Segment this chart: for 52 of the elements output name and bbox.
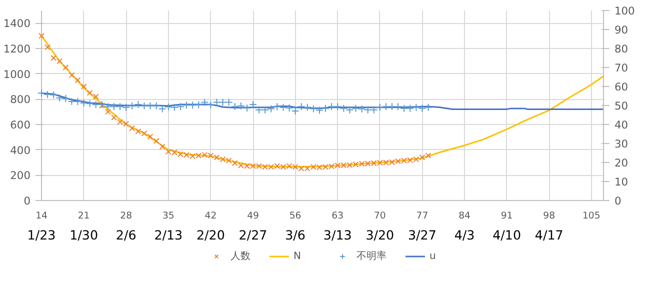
x-tick-label: 42 — [204, 210, 217, 222]
x-tick-label: 63 — [332, 210, 344, 222]
y2-tick-label: 80 — [614, 42, 628, 56]
y-tick-label: 1200 — [3, 42, 31, 56]
x-tick-label: 35 — [162, 210, 174, 222]
y-tick-label: 200 — [10, 169, 31, 182]
x-tick-label: 105 — [582, 210, 600, 222]
x-tick-label: 70 — [374, 210, 386, 222]
legend-label: 人数 — [230, 250, 250, 263]
y-tick-label: 0 — [24, 194, 31, 208]
text: 2/20 — [196, 228, 225, 242]
text: 1/30 — [70, 228, 98, 242]
text: 2/6 — [116, 228, 136, 242]
y2-tick-label: 50 — [614, 100, 628, 112]
x-tick-label: 84 — [458, 210, 471, 222]
x-tick-label: 98 — [543, 210, 556, 222]
y2-tick-label: 30 — [614, 138, 628, 150]
legend-label: N — [294, 250, 302, 262]
legend-label: 不明率 — [356, 250, 386, 263]
y2-tick-label: 40 — [614, 118, 628, 132]
x-tick-label: 49 — [247, 210, 260, 222]
text: 3/27 — [408, 228, 436, 242]
text: 4/10 — [492, 228, 522, 242]
y-tick-label: 400 — [10, 144, 31, 157]
y-tick-label: 600 — [10, 118, 31, 132]
legend-label: u — [430, 250, 437, 262]
y-tick-label: 1400 — [3, 17, 31, 30]
x-tick-label: 14 — [36, 210, 48, 222]
x-tick-label: 91 — [500, 210, 513, 222]
x-tick-label: 77 — [416, 210, 428, 222]
y-tick-label: 1000 — [3, 68, 31, 81]
line-series — [42, 35, 604, 168]
y2-tick-label: 100 — [614, 4, 636, 18]
x-tick-label: 21 — [78, 210, 90, 222]
y2-tick-label: 70 — [614, 62, 628, 74]
text: 3/13 — [323, 228, 352, 242]
text: 4/3 — [454, 228, 475, 242]
x-tick-label: 56 — [289, 210, 302, 222]
text: 2/27 — [238, 228, 268, 242]
text: 2/13 — [154, 228, 183, 242]
y2-tick-label: 0 — [614, 194, 622, 208]
y-tick-label: 800 — [10, 93, 31, 106]
line-series — [42, 92, 604, 110]
text: 1/23 — [27, 228, 56, 242]
y2-tick-label: 20 — [614, 156, 628, 170]
text: 3/6 — [285, 228, 306, 242]
text: 4/17 — [534, 228, 564, 242]
text: 3/20 — [366, 228, 394, 242]
y2-tick-label: 10 — [614, 176, 628, 188]
y2-tick-label: 90 — [614, 24, 628, 36]
x-tick-label: 28 — [120, 210, 132, 222]
y2-tick-label: 60 — [614, 80, 628, 94]
